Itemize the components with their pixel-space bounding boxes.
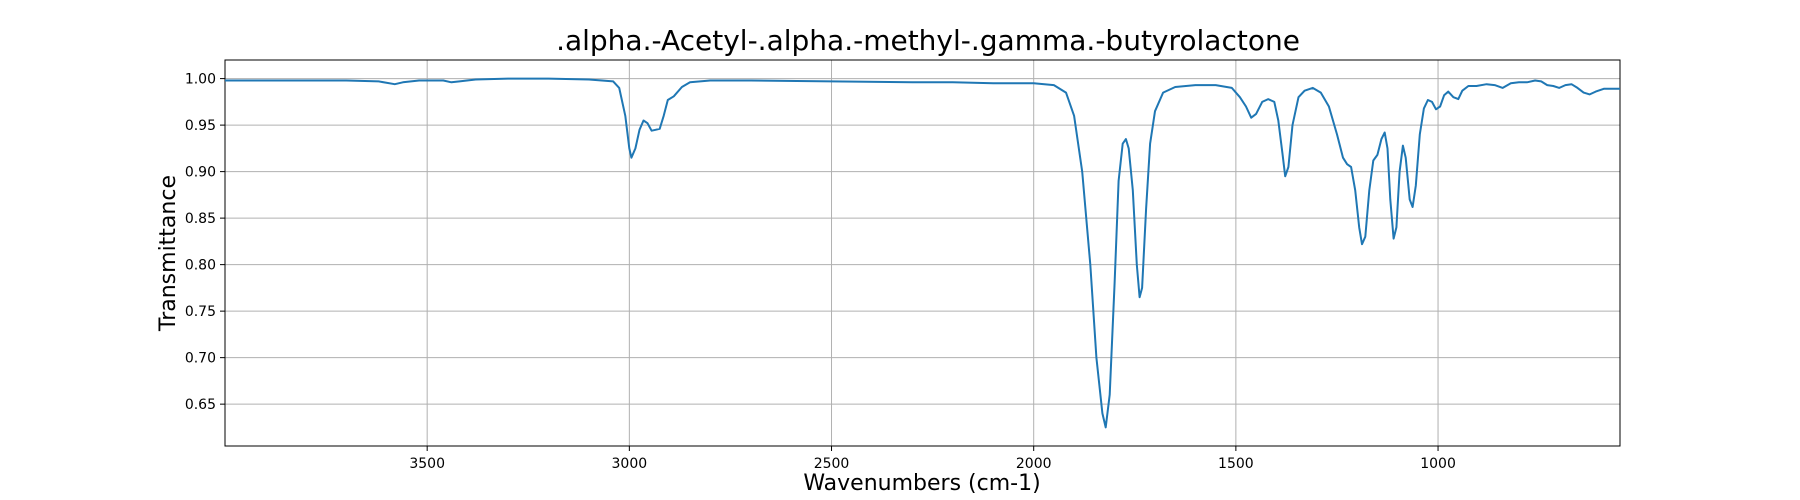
y-tick-label: 0.90: [185, 165, 216, 181]
plot-area-frame: [224, 59, 1621, 447]
y-tick-label: 0.70: [185, 351, 216, 367]
grid-lines: [225, 60, 1620, 446]
y-axis-label: Transmittance: [156, 175, 181, 332]
x-tick-label: 1500: [1218, 456, 1254, 472]
y-tick-label: 0.95: [185, 118, 216, 134]
x-axis-label: Wavenumbers (cm-1): [803, 471, 1040, 496]
x-axis-ticks: 3500 3000 2500 2000 1500 1000: [409, 446, 1456, 472]
x-tick-label: 3000: [612, 456, 648, 472]
x-tick-label: 3500: [409, 456, 445, 472]
y-tick-label: 0.65: [185, 397, 216, 413]
y-tick-label: 0.85: [185, 211, 216, 227]
x-tick-label: 1000: [1420, 456, 1456, 472]
y-axis-ticks: 0.65 0.70 0.75 0.80 0.85 0.90 0.95 1.00: [185, 72, 225, 413]
x-tick-label: 2000: [1016, 456, 1052, 472]
spectrum-line: [225, 77, 1620, 429]
chart-title: .alpha.-Acetyl-.alpha.-methyl-.gamma.-bu…: [556, 24, 1300, 57]
y-tick-label: 0.80: [185, 258, 216, 274]
y-tick-label: 0.75: [185, 304, 216, 320]
x-tick-label: 2500: [814, 456, 850, 472]
y-tick-label: 1.00: [185, 72, 216, 88]
